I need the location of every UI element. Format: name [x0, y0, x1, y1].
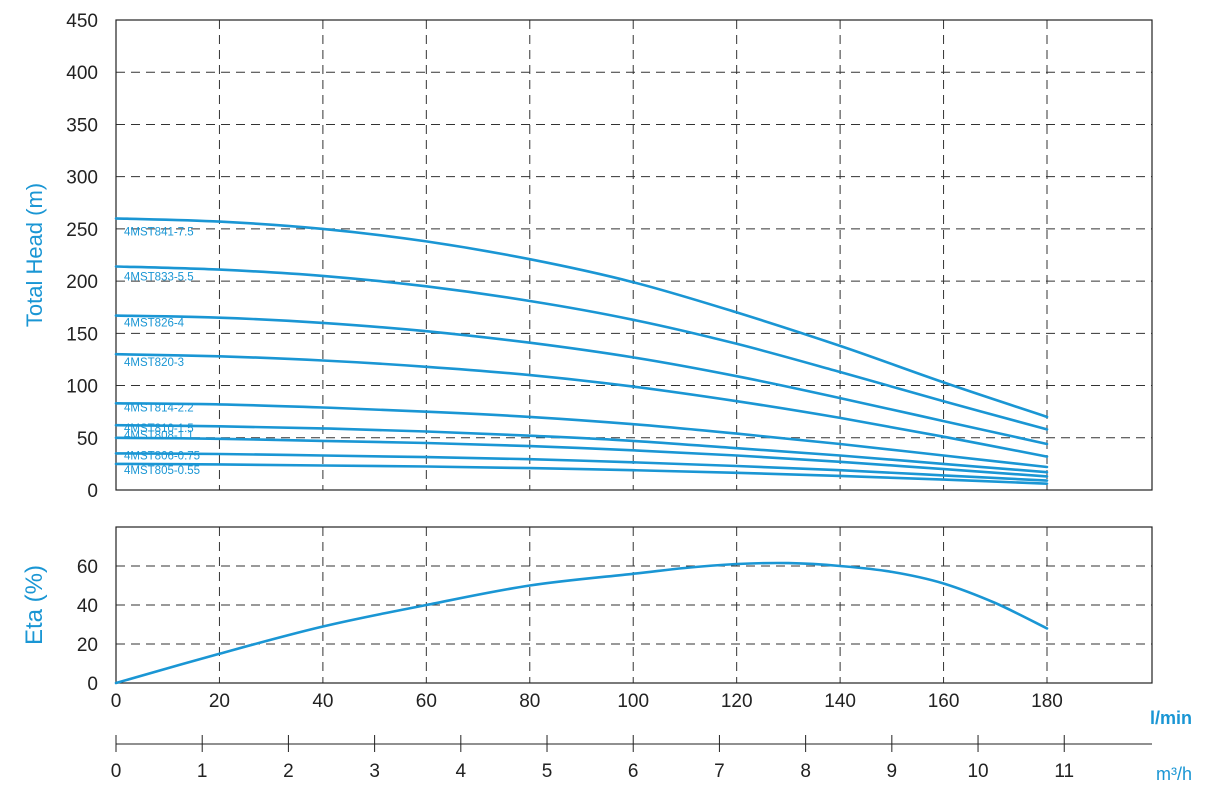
- x-tick-label-m3h: 4: [456, 761, 467, 782]
- y-axis-title: Eta (%): [21, 565, 48, 645]
- y-axis-title: Total Head (m): [22, 183, 47, 327]
- plot-frame: [115, 526, 1153, 684]
- y-tick-label: 60: [77, 557, 98, 578]
- x-tick-label-m3h: 3: [369, 761, 380, 782]
- x-tick-label-lmin: 180: [1031, 691, 1063, 712]
- x-tick-label-m3h: 2: [283, 761, 294, 782]
- series-label: 4MST820-3: [124, 357, 184, 369]
- eta-panel: 0 20 40 60 Eta (%): [21, 526, 1153, 695]
- x-tick-label-m3h: 7: [714, 761, 725, 782]
- x-tick-label-m3h: 8: [800, 761, 811, 782]
- x-axis-lmin: 0 20 40 60 80 100 120 140 160 180 l/min: [111, 691, 1192, 728]
- series-line: [114, 217, 1049, 419]
- x-tick-label-m3h: 10: [967, 761, 988, 782]
- y-tick-label: 0: [87, 481, 98, 502]
- y-tick-label: 250: [66, 220, 98, 241]
- x-tick-label-lmin: 160: [928, 691, 960, 712]
- series-label: 4MST826-4: [124, 318, 185, 330]
- x-tick-label-m3h: 1: [197, 761, 208, 782]
- x-tick-label-m3h: 9: [887, 761, 898, 782]
- x-tick-label-lmin: 100: [617, 691, 649, 712]
- series-line: [114, 423, 1049, 474]
- series-line: [114, 352, 1049, 458]
- x-tick-label-lmin: 120: [721, 691, 753, 712]
- y-tick-label: 100: [66, 377, 98, 398]
- series-label: 4MST805-0.55: [124, 465, 200, 477]
- series-label: 4MST810-1.5: [124, 423, 194, 435]
- y-tick-label: 150: [66, 324, 98, 345]
- x-tick-label-lmin: 140: [824, 691, 856, 712]
- y-tick-label: 450: [66, 11, 98, 32]
- series-line: [114, 402, 1049, 469]
- y-tick-label: 200: [66, 272, 98, 293]
- x-tick-label-lmin: 60: [416, 691, 437, 712]
- series-line: [114, 561, 1049, 685]
- plot-frame: [115, 19, 1153, 491]
- y-tick-label: 350: [66, 115, 98, 136]
- y-tick-label: 20: [77, 635, 98, 656]
- x-tick-label-m3h: 0: [111, 761, 122, 782]
- y-tick-label: 0: [87, 674, 98, 695]
- x-tick-label-m3h: 5: [542, 761, 553, 782]
- series-line: [114, 452, 1049, 482]
- series-line: [114, 314, 1049, 446]
- x-tick-label-lmin: 20: [209, 691, 230, 712]
- series-label: 4MST806-0.75: [124, 450, 200, 462]
- x-axis-m3h: 0 1 2 3 4 5 6 7 8 9 10 11 m³/h: [111, 735, 1192, 784]
- series-label: 4MST833-5.5: [124, 271, 194, 283]
- y-tick-label: 50: [77, 429, 98, 450]
- unit-label-m3h: m³/h: [1156, 764, 1192, 784]
- head-panel: 0 50 100 150 200 250 300 350 400 450 Total Head (m…: [22, 11, 1153, 502]
- y-tick-label: 400: [66, 63, 98, 84]
- x-tick-label-lmin: 40: [312, 691, 333, 712]
- x-tick-label-m3h: 11: [1054, 761, 1074, 782]
- unit-label-lmin: l/min: [1150, 708, 1192, 728]
- x-tick-label-lmin: 80: [519, 691, 540, 712]
- series-line: [114, 436, 1049, 478]
- y-tick-label: 40: [77, 596, 98, 617]
- x-tick-label-lmin: 0: [111, 691, 122, 712]
- x-tick-label-m3h: 6: [628, 761, 639, 782]
- series-line: [114, 265, 1049, 431]
- series-line: [114, 462, 1049, 485]
- series-label: 4MST841-7.5: [124, 226, 194, 238]
- series-label: 4MST814-2.2: [124, 402, 194, 414]
- y-tick-label: 300: [66, 168, 98, 189]
- series-label: 4MST808-1.1: [124, 430, 194, 442]
